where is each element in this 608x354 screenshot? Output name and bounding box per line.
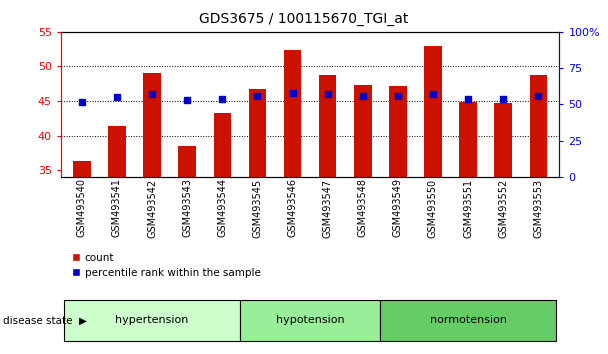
Bar: [494, 103, 512, 177]
Point: [77, 99, 87, 104]
Bar: [530, 75, 547, 177]
Bar: [73, 161, 91, 177]
Text: disease state  ▶: disease state ▶: [3, 315, 87, 325]
Point: [147, 91, 157, 97]
Point: [533, 93, 543, 98]
Bar: [178, 146, 196, 177]
Bar: [64, 299, 240, 341]
Bar: [389, 86, 407, 177]
Point: [252, 93, 262, 98]
Bar: [143, 73, 161, 177]
Bar: [424, 46, 442, 177]
Bar: [213, 113, 231, 177]
Point: [323, 91, 333, 97]
Text: GDS3675 / 100115670_TGI_at: GDS3675 / 100115670_TGI_at: [199, 12, 409, 27]
Bar: [284, 50, 302, 177]
Point: [499, 96, 508, 102]
Point: [218, 96, 227, 102]
Point: [112, 95, 122, 100]
Bar: [240, 299, 380, 341]
Text: normotension: normotension: [430, 315, 506, 325]
Bar: [354, 85, 371, 177]
Bar: [249, 89, 266, 177]
Text: hypertension: hypertension: [116, 315, 188, 325]
Point: [393, 93, 402, 98]
Point: [288, 90, 297, 96]
Point: [358, 93, 368, 98]
Text: hypotension: hypotension: [276, 315, 344, 325]
Legend: count, percentile rank within the sample: count, percentile rank within the sample: [72, 253, 260, 278]
Point: [428, 91, 438, 97]
Bar: [459, 102, 477, 177]
Bar: [108, 126, 126, 177]
Bar: [380, 299, 556, 341]
Bar: [319, 75, 336, 177]
Point: [463, 96, 473, 102]
Point: [182, 97, 192, 103]
